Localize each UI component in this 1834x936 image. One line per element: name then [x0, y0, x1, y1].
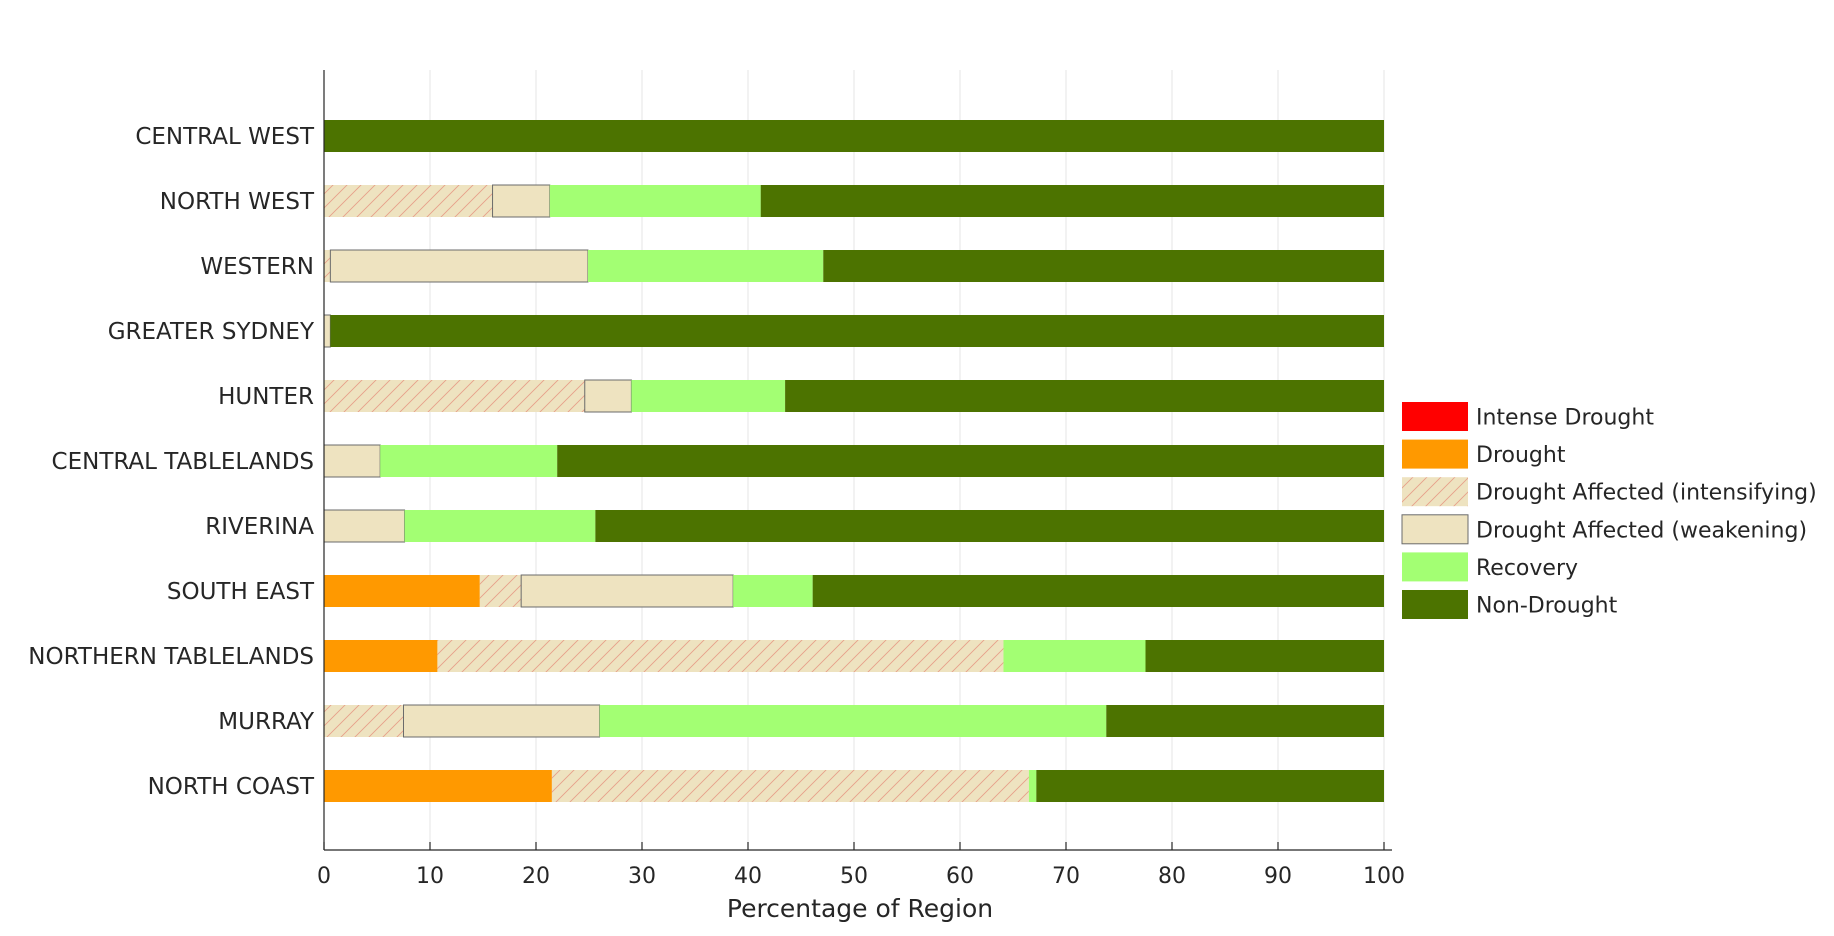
- bar-riverina-recovery: [404, 510, 596, 542]
- bar-south-east-recovery: [733, 575, 813, 607]
- bar-north-west-non-drought: [760, 185, 1384, 217]
- legend-label-drought-affected-intensifying: Drought Affected (intensifying): [1476, 481, 1817, 506]
- legend-label-drought-affected-weakening: Drought Affected (weakening): [1476, 518, 1807, 543]
- y-tick-label-central-tablelands: CENTRAL TABLELANDS: [52, 449, 314, 475]
- bar-riverina-drought-affected-weakening: [323, 509, 406, 543]
- y-tick-label-riverina: RIVERINA: [205, 514, 314, 540]
- legend-label-drought: Drought: [1476, 443, 1566, 468]
- x-tick-label-20: 20: [522, 864, 550, 889]
- x-tick-label-70: 70: [1052, 864, 1080, 889]
- bar-greater-sydney-non-drought: [330, 315, 1384, 347]
- bar-northern-tablelands-recovery: [1003, 640, 1146, 672]
- legend-label-recovery: Recovery: [1476, 556, 1578, 581]
- x-tick-label-80: 80: [1158, 864, 1186, 889]
- y-tick-label-northern-tablelands: NORTHERN TABLELANDS: [28, 644, 314, 670]
- x-tick-label-10: 10: [416, 864, 444, 889]
- bar-greater-sydney-drought-affected-weakening: [323, 314, 331, 348]
- bar-murray-drought-affected-weakening: [403, 704, 601, 738]
- bar-central-tablelands-recovery: [380, 445, 558, 477]
- x-tick-label-100: 100: [1363, 864, 1405, 889]
- legend-label-intense-drought: Intense Drought: [1476, 406, 1654, 431]
- bar-north-west-drought-affected-weakening: [492, 184, 551, 218]
- y-tick-label-hunter: HUNTER: [218, 384, 314, 410]
- bar-north-coast-non-drought: [1036, 770, 1384, 802]
- x-tick-label-0: 0: [317, 864, 331, 889]
- bar-western-drought-affected-weakening: [329, 249, 589, 283]
- axes: [323, 70, 1392, 851]
- bar-northern-tablelands-drought: [324, 640, 438, 672]
- bar-murray-recovery: [599, 705, 1107, 737]
- bar-western-recovery: [587, 250, 824, 282]
- bar-hunter-drought-affected-intensifying: [324, 380, 585, 412]
- y-tick-label-north-west: NORTH WEST: [160, 189, 315, 215]
- bar-western-drought-affected-intensifying: [324, 250, 331, 282]
- x-tick-label-30: 30: [628, 864, 656, 889]
- legend-swatch-non-drought: [1402, 590, 1468, 619]
- bar-murray-drought-affected-intensifying: [324, 705, 404, 737]
- bar-south-east-drought-affected-weakening: [520, 574, 734, 608]
- bar-northern-tablelands-drought-affected-intensifying: [437, 640, 1004, 672]
- bar-hunter-non-drought: [785, 380, 1384, 412]
- bar-north-coast-recovery: [1028, 770, 1037, 802]
- bar-central-west-non-drought: [324, 120, 1384, 152]
- x-tick-label-60: 60: [946, 864, 974, 889]
- y-tick-label-south-east: SOUTH EAST: [167, 579, 315, 605]
- legend-swatch-drought-affected-weakening: [1401, 514, 1469, 545]
- bar-north-coast-drought: [324, 770, 552, 802]
- y-tick-label-western: WESTERN: [200, 254, 314, 280]
- bar-riverina-non-drought: [595, 510, 1384, 542]
- x-axis-label: Percentage of Region: [727, 894, 993, 923]
- bar-south-east-drought-affected-intensifying: [479, 575, 522, 607]
- legend-label-non-drought: Non-Drought: [1476, 594, 1618, 619]
- legend-swatch-drought-affected-intensifying: [1402, 477, 1468, 507]
- x-tick-labels: 0 10 20 30 40 50 60 70 80 90 100: [317, 864, 1405, 889]
- bar-central-tablelands-non-drought: [557, 445, 1384, 477]
- legend: Intense Drought Drought Drought Affected (…: [1401, 402, 1817, 619]
- bar-hunter-drought-affected-weakening: [584, 379, 632, 413]
- legend-swatch-drought: [1402, 439, 1468, 469]
- bar-central-tablelands-drought-affected-weakening: [323, 444, 381, 478]
- y-tick-label-murray: MURRAY: [218, 709, 315, 735]
- bar-north-coast-drought-affected-intensifying: [551, 770, 1029, 802]
- x-tick-label-50: 50: [840, 864, 868, 889]
- bar-murray-non-drought: [1106, 705, 1384, 737]
- y-tick-labels: CENTRAL WEST NORTH WEST WESTERN GREATER SYD…: [28, 124, 315, 800]
- y-tick-label-greater-sydney: GREATER SYDNEY: [108, 319, 315, 345]
- bar-north-west-recovery: [549, 185, 761, 217]
- bar-north-west-drought-affected-intensifying: [324, 185, 493, 217]
- bars: [323, 120, 1384, 802]
- x-tick-label-40: 40: [734, 864, 762, 889]
- x-tick-label-90: 90: [1264, 864, 1292, 889]
- bar-northern-tablelands-non-drought: [1145, 640, 1384, 672]
- bar-hunter-recovery: [631, 380, 786, 412]
- bar-south-east-drought: [324, 575, 480, 607]
- bar-south-east-non-drought: [812, 575, 1384, 607]
- y-tick-label-north-coast: NORTH COAST: [148, 774, 315, 800]
- legend-swatch-recovery: [1402, 552, 1468, 582]
- y-tick-label-central-west: CENTRAL WEST: [135, 124, 315, 150]
- bar-western-non-drought: [823, 250, 1384, 282]
- legend-swatch-intense-drought: [1402, 402, 1468, 431]
